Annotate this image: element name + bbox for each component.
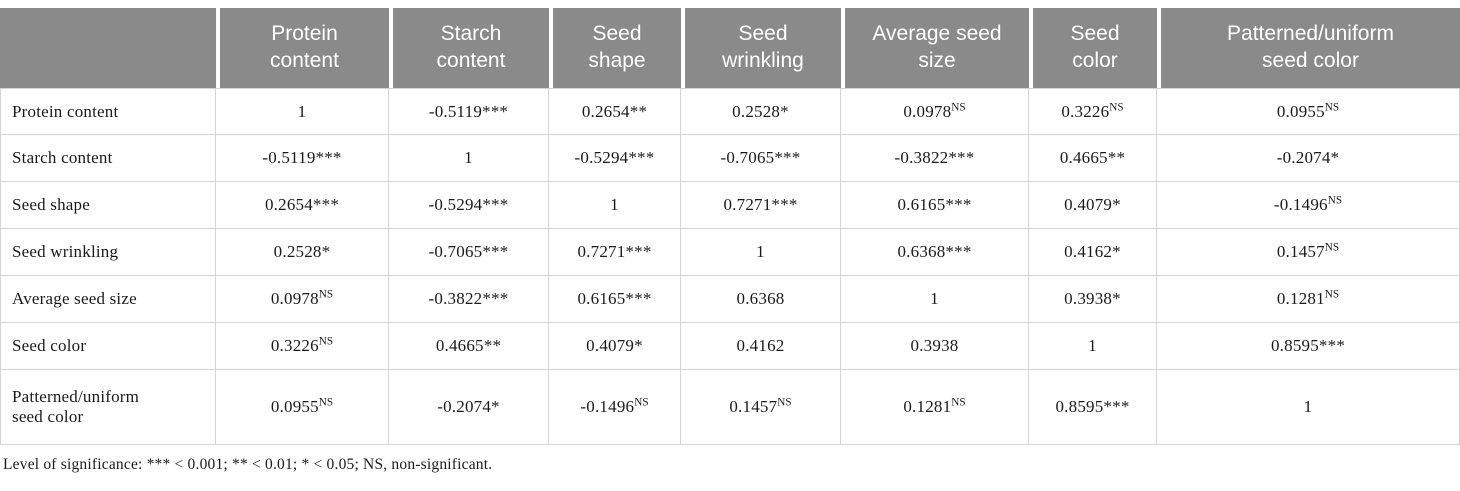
row-label: Average seed size xyxy=(0,276,216,323)
column-header: Seed color xyxy=(1029,8,1157,88)
ns-marker: NS xyxy=(1109,100,1124,113)
ns-marker: NS xyxy=(777,396,792,409)
correlation-cell: 0.6368*** xyxy=(841,229,1029,276)
correlation-cell: 0.3226NS xyxy=(1029,88,1157,135)
correlation-cell: 0.7271*** xyxy=(681,182,841,229)
correlation-cell: 0.4079* xyxy=(549,323,681,370)
correlation-cell: -0.7065*** xyxy=(681,135,841,182)
correlation-cell: 0.8595*** xyxy=(1029,370,1157,445)
correlation-cell: 1 xyxy=(1157,370,1460,445)
table-row: Average seed size 0.0978NS -0.3822*** 0.616… xyxy=(0,276,1460,323)
table-row: Starch content -0.5119*** 1 -0.5294*** -0.70… xyxy=(0,135,1460,182)
row-label: Seed wrinkling xyxy=(0,229,216,276)
table-row: Seed shape 0.2654*** -0.5294*** 1 0.7271*** 0… xyxy=(0,182,1460,229)
correlation-table: Protein content Starch content Seed shape S… xyxy=(0,8,1460,445)
column-header: Seed wrinkling xyxy=(681,8,841,88)
correlation-cell: 0.2528* xyxy=(681,88,841,135)
header-row: Protein content Starch content Seed shape S… xyxy=(0,8,1460,88)
ns-marker: NS xyxy=(951,396,966,409)
ns-marker: NS xyxy=(1324,241,1340,254)
ns-marker: NS xyxy=(951,100,966,113)
column-header: Patterned/uniform seed color xyxy=(1157,8,1460,88)
correlation-cell: -0.2074* xyxy=(389,370,549,445)
correlation-cell: -0.5119*** xyxy=(389,88,549,135)
table-row: Protein content 1 -0.5119*** 0.2654** 0.2528… xyxy=(0,88,1460,135)
column-header: Protein content xyxy=(216,8,389,88)
table-row: Patterned/uniform seed color 0.0955NS -0.2… xyxy=(0,370,1460,445)
correlation-cell: 0.6368 xyxy=(681,276,841,323)
ns-marker: NS xyxy=(318,396,334,409)
correlation-cell: -0.1496NS xyxy=(549,370,681,445)
correlation-cell: 0.4079* xyxy=(1029,182,1157,229)
correlation-cell: 1 xyxy=(389,135,549,182)
column-header: Seed shape xyxy=(549,8,681,88)
row-label: Starch content xyxy=(0,135,216,182)
correlation-cell: 0.8595*** xyxy=(1157,323,1460,370)
correlation-cell: 0.1457NS xyxy=(1157,229,1460,276)
correlation-cell: 0.4665** xyxy=(389,323,549,370)
correlation-cell: -0.5294*** xyxy=(549,135,681,182)
correlation-cell: 0.0955NS xyxy=(216,370,389,445)
column-header: Starch content xyxy=(389,8,549,88)
ns-marker: NS xyxy=(318,335,334,348)
table-row: Seed wrinkling 0.2528* -0.7065*** 0.7271***… xyxy=(0,229,1460,276)
correlation-cell: 0.2528* xyxy=(216,229,389,276)
correlation-cell: 0.1281NS xyxy=(841,370,1029,445)
row-label: Patterned/uniform seed color xyxy=(0,370,216,445)
significance-footnote: Level of significance: *** < 0.001; ** <… xyxy=(3,456,493,473)
correlation-cell: 1 xyxy=(841,276,1029,323)
correlation-cell: 0.2654*** xyxy=(216,182,389,229)
row-label: Seed color xyxy=(0,323,216,370)
correlation-cell: -0.1496NS xyxy=(1157,182,1460,229)
correlation-cell: 0.4665** xyxy=(1029,135,1157,182)
ns-marker: NS xyxy=(634,396,649,409)
correlation-cell: 0.7271*** xyxy=(549,229,681,276)
correlation-cell: -0.3822*** xyxy=(389,276,549,323)
correlation-cell: 0.3938* xyxy=(1029,276,1157,323)
corner-cell xyxy=(0,8,216,88)
table-header: Protein content Starch content Seed shape S… xyxy=(0,8,1460,88)
ns-marker: NS xyxy=(1327,194,1343,207)
correlation-cell: 1 xyxy=(1029,323,1157,370)
table-body: Protein content 1 -0.5119*** 0.2654** 0.2528… xyxy=(0,88,1460,445)
ns-marker: NS xyxy=(1324,100,1340,113)
row-label: Protein content xyxy=(0,88,216,135)
table-row: Seed color 0.3226NS 0.4665** 0.4079* 0.4162 0… xyxy=(0,323,1460,370)
correlation-cell: -0.2074* xyxy=(1157,135,1460,182)
correlation-cell: 1 xyxy=(216,88,389,135)
ns-marker: NS xyxy=(1324,288,1340,301)
correlation-cell: 0.6165*** xyxy=(841,182,1029,229)
correlation-cell: 0.1457NS xyxy=(681,370,841,445)
correlation-cell: -0.3822*** xyxy=(841,135,1029,182)
correlation-cell: -0.7065*** xyxy=(389,229,549,276)
correlation-cell: 0.4162* xyxy=(1029,229,1157,276)
correlation-cell: 0.6165*** xyxy=(549,276,681,323)
correlation-cell: -0.5294*** xyxy=(389,182,549,229)
correlation-cell: -0.5119*** xyxy=(216,135,389,182)
correlation-cell: 1 xyxy=(681,229,841,276)
correlation-cell: 0.0978NS xyxy=(841,88,1029,135)
correlation-cell: 0.3226NS xyxy=(216,323,389,370)
column-header: Average seed size xyxy=(841,8,1029,88)
correlation-cell: 0.2654** xyxy=(549,88,681,135)
correlation-cell: 0.4162 xyxy=(681,323,841,370)
correlation-cell: 0.3938 xyxy=(841,323,1029,370)
correlation-cell: 0.1281NS xyxy=(1157,276,1460,323)
correlation-cell: 0.0978NS xyxy=(216,276,389,323)
correlation-cell: 1 xyxy=(549,182,681,229)
row-label: Seed shape xyxy=(0,182,216,229)
correlation-cell: 0.0955NS xyxy=(1157,88,1460,135)
ns-marker: NS xyxy=(318,288,334,301)
